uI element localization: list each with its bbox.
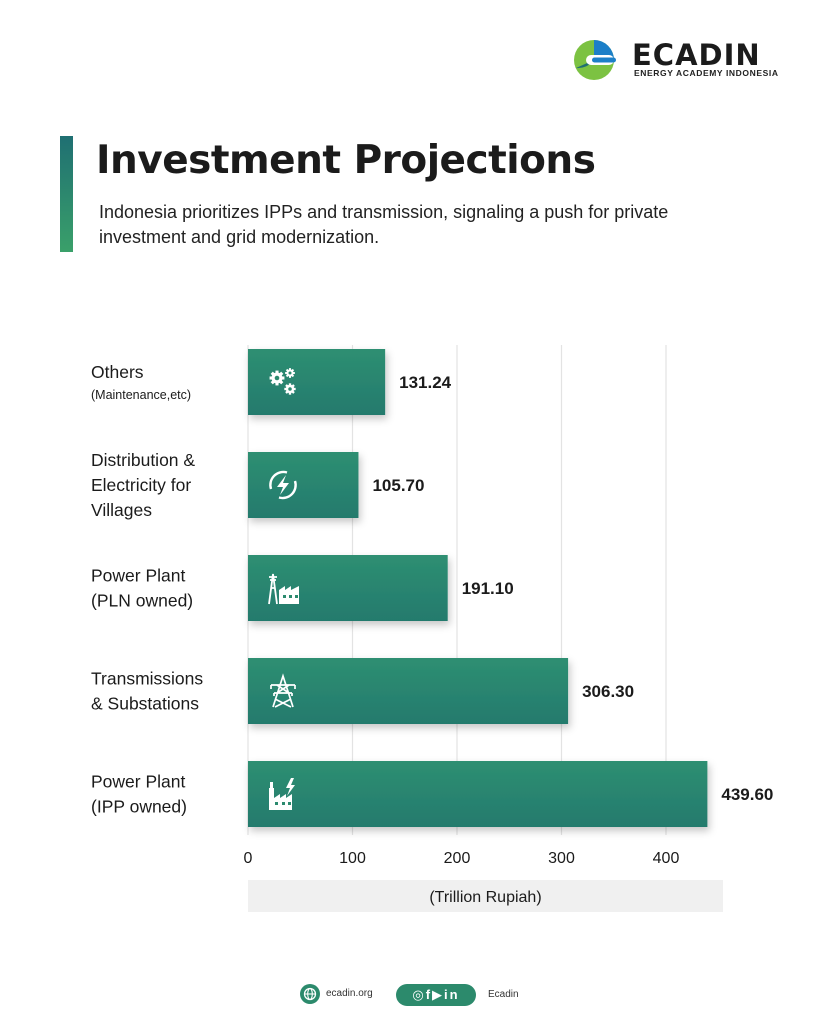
category-label: Power Plant	[91, 566, 185, 586]
x-tick-label: 200	[444, 850, 471, 867]
website-link[interactable]: ecadin.org	[326, 988, 373, 999]
labels: 0 100 200 300 400 (Trillion Rupiah) 131.24 Othe…	[91, 362, 773, 906]
page-title: Investment Projections	[96, 138, 596, 183]
bar	[248, 761, 708, 827]
title-accent-bar	[60, 136, 73, 252]
bar-value-label: 131.24	[399, 373, 452, 392]
x-axis-title-box	[248, 880, 723, 912]
bar-value-label: 306.30	[582, 682, 634, 701]
x-tick-label: 400	[653, 850, 680, 867]
category-label: Power Plant	[91, 772, 185, 792]
investment-bar-chart: 0 100 200 300 400 (Trillion Rupiah) 131.24 Othe…	[91, 345, 773, 912]
bar-value-label: 105.70	[372, 476, 424, 495]
category-label: (PLN owned)	[91, 591, 193, 611]
logo-tagline: ENERGY ACADEMY INDONESIA	[634, 68, 779, 78]
social-icons[interactable]: ◎f▶in	[396, 984, 476, 1006]
power-plant-icon	[269, 778, 295, 810]
x-tick-label: 300	[548, 850, 575, 867]
category-label: Transmissions	[91, 669, 203, 689]
category-label: Villages	[91, 500, 152, 520]
category-sublabel: (Maintenance,etc)	[91, 388, 191, 402]
x-tick-label: 100	[339, 850, 366, 867]
page-subtitle: Indonesia prioritizes IPPs and transmiss…	[99, 202, 669, 247]
transmission-tower-icon	[270, 673, 296, 708]
bars	[248, 349, 708, 827]
category-label: Distribution &	[91, 450, 195, 470]
category-label: Others	[91, 362, 144, 382]
tower-factory-icon	[268, 573, 299, 605]
x-tick-label: 0	[244, 850, 253, 867]
gridlines	[247, 345, 723, 912]
ecadin-logo: ECADIN ENERGY ACADEMY INDONESIA	[572, 38, 782, 82]
globe-icon	[300, 984, 320, 1004]
x-axis-title: (Trillion Rupiah)	[429, 889, 541, 906]
bar-value-label: 191.10	[462, 579, 514, 598]
bar	[248, 452, 359, 518]
category-label: Electricity for	[91, 475, 191, 495]
ecadin-logo-icon	[574, 40, 616, 80]
bar	[248, 555, 448, 621]
gears-icon	[269, 368, 296, 395]
bar	[248, 658, 569, 724]
category-label: & Substations	[91, 694, 199, 714]
social-handle: Ecadin	[488, 989, 519, 1000]
lightning-icon	[269, 470, 297, 500]
bar	[248, 349, 386, 415]
logo-name: ECADIN	[632, 38, 761, 72]
category-label: (IPP owned)	[91, 797, 187, 817]
bar-value-label: 439.60	[721, 785, 773, 804]
